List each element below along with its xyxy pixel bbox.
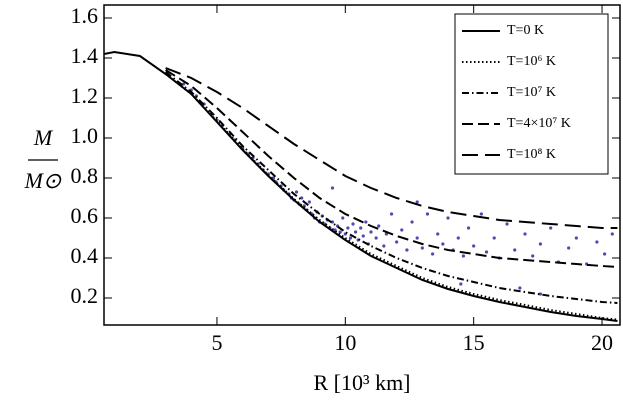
x-tick-label: 5 [211,330,222,355]
y-tick-label: 1.2 [71,83,99,108]
data-point [466,226,471,230]
data-point [459,282,463,286]
data-point [484,250,489,254]
legend-label: T=0 K [507,23,544,38]
data-point [415,236,419,240]
legend-label: T=4×10⁷ K [507,116,571,131]
series-line [164,71,618,304]
line-layer [104,50,618,322]
data-point [410,220,414,224]
data-point [461,254,466,258]
data-point [531,254,535,258]
legend-label: T=10⁸ K [507,147,556,162]
data-point [446,216,450,220]
data-point [294,190,299,194]
data-point [348,236,353,240]
data-point [574,236,578,240]
legend-label: T=10⁷ K [507,85,556,100]
x-axis-label: R [10³ km] [313,370,410,395]
data-point [425,212,430,216]
y-tick-label: 1.4 [71,43,99,68]
data-point [395,240,399,244]
data-point [610,232,614,236]
data-point [456,236,460,240]
data-point [405,248,409,252]
data-point [382,244,386,248]
data-point [518,286,522,290]
data-point [369,230,373,234]
data-point [351,222,355,226]
data-point [389,212,394,216]
series-line [165,67,618,229]
y-tick-label: 0.2 [71,283,99,308]
data-point [538,292,543,296]
data-point [436,232,440,236]
data-point [415,200,419,204]
y-tick-label: 0.4 [71,243,99,268]
y-tick-label: 1.0 [71,123,99,148]
data-point [330,186,335,190]
y-tick-label: 1.6 [71,3,99,28]
legend-label: T=10⁶ K [507,54,556,69]
data-point [505,222,509,226]
data-point [538,242,543,246]
data-point [420,246,424,250]
data-point [377,224,381,228]
data-point [353,230,358,234]
data-point [341,216,345,220]
data-point [441,242,445,246]
y-axis-label-denominator: M⊙ [24,168,62,193]
data-point [479,212,483,216]
data-point [361,234,365,238]
data-point [307,200,311,204]
data-point [523,232,527,236]
data-point [346,226,350,230]
data-point [492,236,496,240]
plot-frame [103,4,621,326]
data-point [595,240,599,244]
x-tick-label: 20 [591,330,613,355]
data-point [364,220,368,224]
data-point [374,236,378,240]
y-tick-label: 0.8 [71,163,99,188]
data-point [549,226,553,230]
data-point [300,196,304,200]
data-point [472,244,476,248]
data-point [602,252,607,256]
y-tick-label: 0.6 [71,203,99,228]
x-tick-label: 10 [334,330,356,355]
series-line [165,69,618,268]
data-point [359,226,363,230]
data-point [430,252,435,256]
data-point [513,248,517,252]
y-axis-label-numerator: M [33,125,54,150]
data-point [400,228,404,232]
x-tick-label: 15 [463,330,485,355]
data-point [330,220,335,224]
data-point [567,246,571,250]
